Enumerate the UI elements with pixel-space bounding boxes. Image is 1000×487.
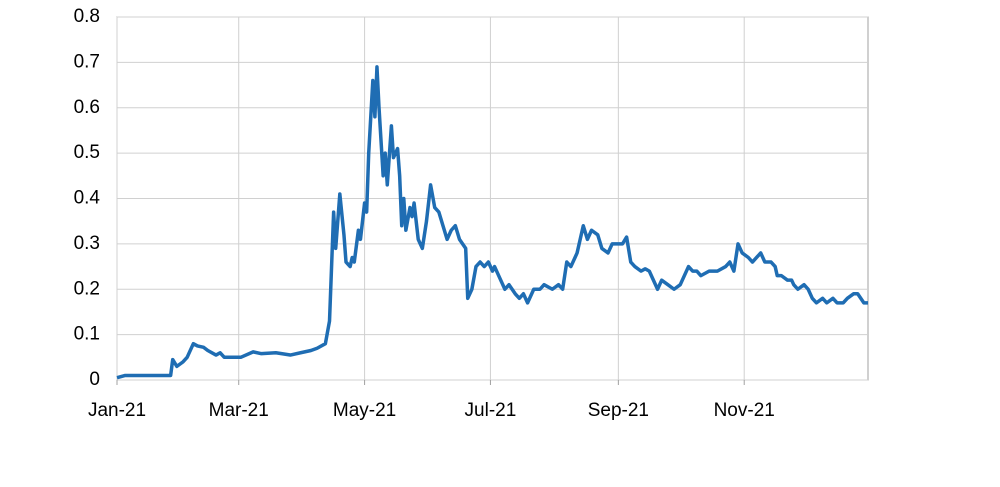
x-tick-label: May-21	[333, 400, 396, 421]
y-tick-label: 0.2	[74, 278, 100, 299]
y-tick-label: 0.4	[74, 188, 101, 209]
x-tick-label: Jan-21	[88, 400, 146, 421]
x-tick-label: Nov-21	[714, 400, 775, 421]
y-tick-label: 0.5	[74, 142, 100, 163]
y-tick-label: 0.7	[74, 51, 100, 72]
data-line	[116, 65, 868, 380]
y-tick-label: 0	[89, 369, 100, 390]
x-tick-label: Jul-21	[465, 400, 517, 421]
y-tick-label: 0.8	[74, 6, 100, 27]
y-tick-label: 0.6	[74, 97, 100, 118]
x-tick-label: Sep-21	[588, 400, 649, 421]
x-tick-label: Mar-21	[209, 400, 269, 421]
y-tick-label: 0.3	[74, 233, 100, 254]
y-tick-label: 0.1	[74, 324, 100, 345]
